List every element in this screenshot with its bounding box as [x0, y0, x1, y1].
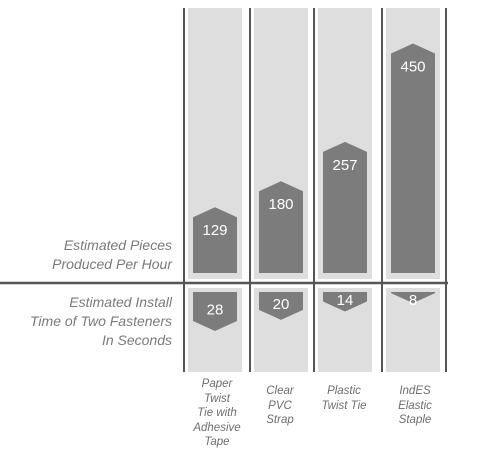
data-label-pieces-per-hour-clear-pvc-strap: 180: [268, 196, 293, 213]
category-label-line: Plastic: [327, 385, 361, 397]
category-label-line: Elastic: [398, 399, 432, 412]
category-label-line: Staple: [398, 414, 432, 426]
bar-install-time-plastic-twist-tie: [323, 292, 367, 312]
category-label-paper-twist-tie: Paper Twist Tie with Adhesive Tape: [185, 377, 249, 450]
top-row-label: Estimated Pieces Produced Per Hour: [10, 236, 172, 274]
category-label-line: Clear: [266, 385, 294, 397]
bottom-row-label-line: Time of Two Fasteners: [30, 313, 172, 329]
category-label-line: Strap: [266, 414, 294, 426]
top-row-label-line: Produced Per Hour: [52, 256, 172, 272]
bar-pieces-per-hour-paper-twist-tie-with-adhesive-tape: [193, 207, 237, 273]
bar-install-time-clear-pvc-strap: [259, 292, 303, 320]
category-label-line: Paper: [201, 378, 233, 390]
data-label-install-time-clear-pvc-strap: 20: [273, 296, 290, 313]
category-label-plastic-twist-tie: Plastic Twist Tie: [312, 384, 376, 413]
category-label-line: IndES: [399, 385, 431, 397]
bar-pieces-per-hour-plastic-twist-tie: [323, 141, 367, 273]
bar-pieces-per-hour-clear-pvc-strap: [259, 181, 303, 273]
bottom-row-label-line: Estimated Install: [69, 294, 172, 310]
data-label-pieces-per-hour-indes-elastic-staple: 450: [400, 59, 425, 76]
data-label-pieces-per-hour-plastic-twist-tie: 257: [332, 157, 357, 174]
category-label-line: PVC: [268, 399, 292, 412]
data-label-install-time-plastic-twist-tie: 14: [337, 292, 354, 309]
category-label-clear-pvc-strap: Clear PVC Strap: [248, 384, 312, 428]
category-label-line: Twist Tie: [321, 399, 367, 412]
bottom-row-label: Estimated Install Time of Two Fasteners …: [0, 293, 172, 350]
data-label-install-time-indes-elastic-staple: 8: [409, 292, 417, 309]
bar-install-time-paper-twist-tie-with-adhesive-tape: [193, 292, 237, 331]
bottom-row-label-line: In Seconds: [101, 332, 172, 348]
top-row-label-line: Estimated Pieces: [63, 237, 172, 253]
bar-pieces-per-hour-indes-elastic-staple: [391, 43, 435, 273]
data-label-pieces-per-hour-paper-twist-tie-with-adhesive-tape: 129: [202, 222, 227, 239]
bar-install-time-indes-elastic-staple: [391, 292, 435, 304]
category-label-line: Tape: [204, 436, 230, 448]
data-label-install-time-paper-twist-tie-with-adhesive-tape: 28: [207, 302, 224, 319]
category-label-indes-elastic-staple: IndES Elastic Staple: [383, 384, 447, 428]
category-label-line: Tie with: [197, 407, 237, 419]
category-label-line: Twist: [204, 392, 230, 405]
category-label-line: Adhesive: [193, 421, 241, 434]
